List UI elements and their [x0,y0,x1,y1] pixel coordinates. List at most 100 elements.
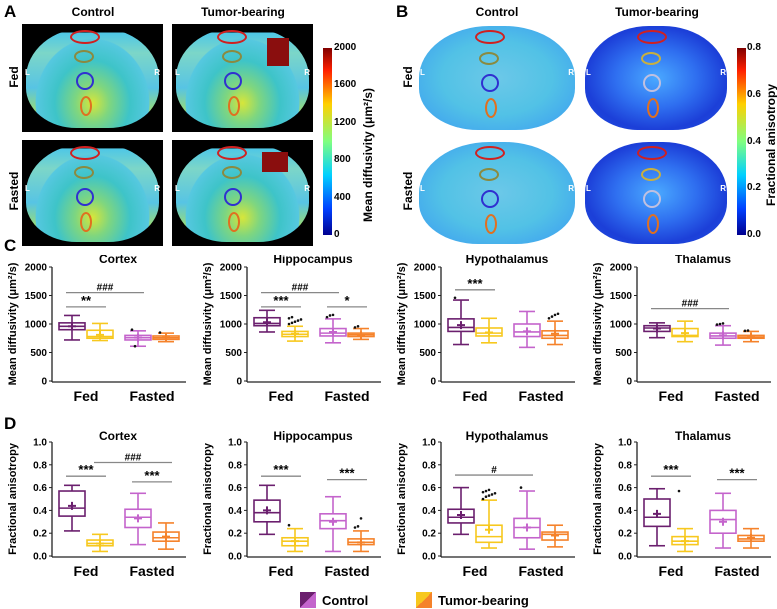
significance-label: ### [682,299,699,310]
column-title-tumor-b: Tumor-bearing [615,5,699,19]
y-tick-label: 500 [225,348,242,359]
panel-label-d: D [4,414,17,433]
outlier-point [553,313,557,317]
box-tumor-fasted [347,517,375,553]
colorbar-tick-label: 0.2 [747,182,761,194]
colorbar-tick-label: 400 [334,191,351,203]
x-tick-label: Fasted [324,563,369,579]
box-iqr [124,508,152,529]
y-tick-label: 1.0 [33,438,47,449]
box-tumor-fed [475,488,503,549]
y-tick-label: 500 [419,348,436,359]
outlier-point [484,489,488,493]
outlier-point [287,317,291,320]
chart-title: Hypothalamus [466,255,549,266]
mean-marker [68,501,76,510]
mean-marker [96,539,104,548]
y-tick-label: 1000 [220,320,243,331]
legend-swatch-control [300,592,316,608]
legend-control: Control [300,592,368,608]
x-tick-label: Fed [659,388,684,404]
significance-label: *** [729,466,745,481]
box-control-fed [253,484,281,536]
chart-title: Hippocampus [273,255,353,266]
mean-marker [653,324,661,333]
significance-label: ### [125,453,142,464]
outlier-point [287,523,291,527]
box-iqr [253,499,281,523]
mean-marker [263,506,271,515]
column-title-tumor-a: Tumor-bearing [201,5,285,19]
md-colorbar [323,48,332,235]
box-control-fasted [709,492,737,549]
significance-label: ** [81,293,92,308]
x-tick-label: Fasted [518,563,563,579]
panel-label-b: B [396,2,409,21]
box-control-fasted [319,495,347,553]
outlier-point [550,315,554,318]
legend-swatch-tumor [416,592,432,608]
outlier-point [353,526,357,529]
mean-marker [357,538,365,547]
box-iqr [58,490,86,517]
box-iqr [643,498,671,528]
x-tick-label: Fed [74,388,99,404]
md-colorbar-label: Mean diffusivity (μm²/s) [361,87,375,222]
y-tick-label: 0.0 [228,552,242,563]
significance-label: *** [339,466,355,481]
y-tick-label: 1500 [25,291,48,302]
mean-marker [457,321,465,330]
colorbar-tick-label: 800 [334,154,351,166]
y-tick-label: 0.6 [33,483,47,494]
significance-label: # [491,465,497,476]
x-tick-label: Fasted [129,563,174,579]
panel-label-a: A [4,2,17,21]
significance-label: *** [663,462,679,477]
box-control-fed [58,484,86,532]
colorbar-tick-label: 0 [334,229,340,240]
outlier-point [718,322,722,326]
y-tick-label: 0.0 [33,552,47,563]
y-tick-label: 0.4 [422,506,436,517]
mean-marker [291,329,299,338]
y-tick-label: 0.2 [33,529,47,540]
outlier-point [481,490,485,494]
chart-title: Cortex [99,430,137,443]
y-tick-label: 1000 [610,320,633,331]
box-plot-C-cortex: Cortex Mean diffusivity (μm²/s) 0 500 1000 15… [7,255,186,404]
x-tick-label: Fed [659,563,684,579]
box-control-fed [253,309,281,333]
box-plot-C-hippocampus: Hippocampus Mean diffusivity (μm²/s) 0 500 1… [202,255,381,404]
mean-marker [747,333,755,342]
significance-label: ### [292,283,309,294]
outlier-point [556,312,560,316]
x-tick-label: Fed [74,563,99,579]
x-tick-label: Fasted [129,388,174,404]
row-label-fed-a: Fed [7,66,21,88]
mean-marker [523,523,531,532]
y-axis-label: Fractional anisotropy [202,442,214,555]
y-tick-label: 0.2 [422,529,436,540]
box-plot-D-cortex: Cortex Fractional anisotropy 0.0 0.2 0.4 0.6 0… [7,430,186,579]
y-tick-label: 0.0 [618,552,632,563]
y-tick-label: 500 [30,348,47,359]
colorbar-tick-label: 1600 [334,79,357,91]
box-iqr [447,508,475,524]
y-axis-label: Fractional anisotropy [592,442,604,555]
outlier-point [290,321,294,325]
box-plot-C-hypothalamus: Hypothalamus Mean diffusivity (μm²/s) 0 500… [396,255,575,404]
box-iqr [447,318,475,333]
mean-marker [653,509,661,518]
mean-marker [523,327,531,336]
chart-title: Cortex [99,255,137,266]
row-label-fasted-b: Fasted [401,171,415,211]
y-tick-label: 1500 [220,291,243,302]
colorbar-tick-label: 0.6 [747,88,761,100]
outlier-point [356,324,360,328]
chart-title: Thalamus [675,255,731,266]
box-control-fed [447,486,475,536]
mean-marker [134,333,142,342]
y-tick-label: 2000 [220,263,243,274]
outlier-point [743,329,747,333]
box-iqr [513,323,541,338]
